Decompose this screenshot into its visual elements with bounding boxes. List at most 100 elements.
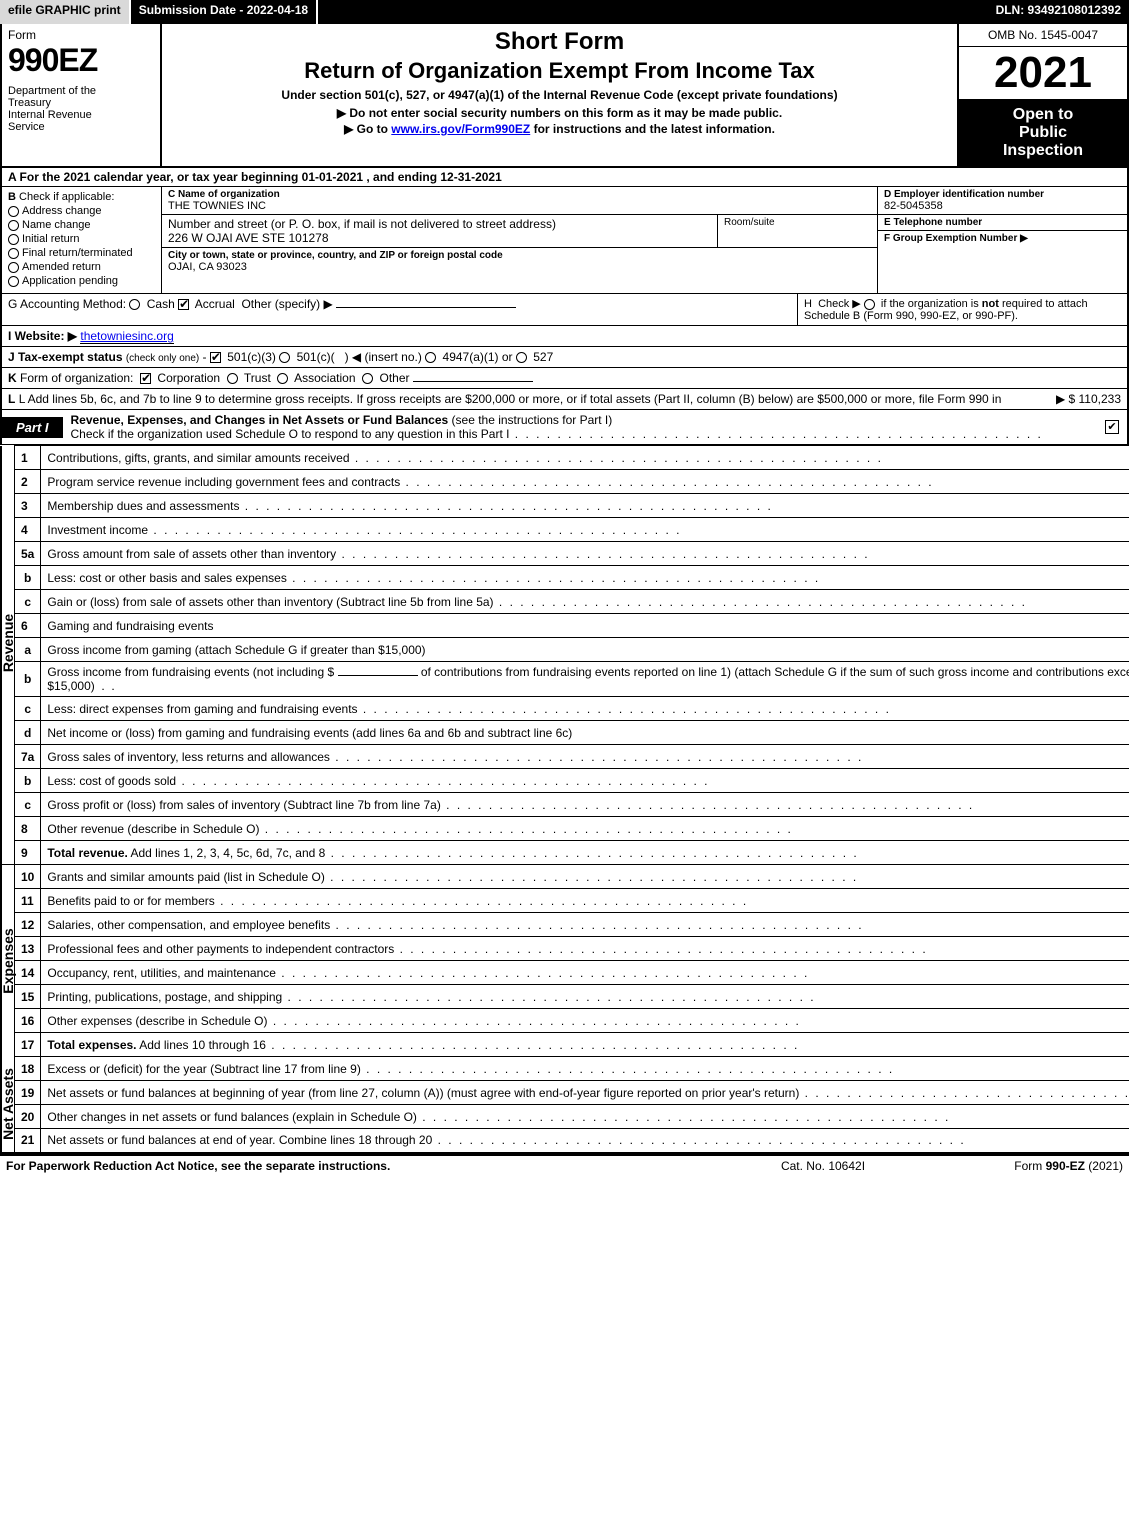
corp-checkbox[interactable] [140, 373, 151, 384]
entity-block: B Check if applicable: Address change Na… [0, 187, 1129, 294]
4947-checkbox[interactable] [425, 352, 436, 363]
line-20-desc: Other changes in net assets or fund bala… [41, 1105, 1129, 1129]
part1-schedule-o-checkbox[interactable]: ✔ [1105, 420, 1119, 434]
opt-address-change[interactable]: Address change [8, 205, 155, 217]
line-6d: d Net income or (loss) from gaming and f… [1, 721, 1129, 745]
part1-title: Revenue, Expenses, and Changes in Net As… [63, 410, 1101, 444]
irs-link[interactable]: www.irs.gov/Form990EZ [391, 122, 530, 136]
header-left: Form 990EZ Department of theTreasuryInte… [2, 24, 162, 166]
line-7c: c Gross profit or (loss) from sales of i… [1, 793, 1129, 817]
line-1: Revenue 1 Contributions, gifts, grants, … [1, 446, 1129, 470]
line-6a-num: a [15, 638, 41, 662]
line-17: 17 Total expenses. Add lines 10 through … [1, 1033, 1129, 1057]
line-6d-desc: Net income or (loss) from gaming and fun… [41, 721, 1129, 745]
line-8-desc: Other revenue (describe in Schedule O) [41, 817, 1129, 841]
row-l-amount: ▶ $ 110,233 [1001, 392, 1121, 406]
line-6a: a Gross income from gaming (attach Sched… [1, 638, 1129, 662]
assoc-checkbox[interactable] [277, 373, 288, 384]
instr-no-ssn: ▶ Do not enter social security numbers o… [168, 106, 951, 120]
box-b-label: B [8, 191, 16, 203]
opt-application-pending[interactable]: Application pending [8, 275, 155, 287]
department: Department of theTreasuryInternal Revenu… [8, 85, 154, 133]
line-6: 6 Gaming and fundraising events [1, 614, 1129, 638]
box-b: B Check if applicable: Address change Na… [2, 187, 162, 293]
line-1-num: 1 [15, 446, 41, 470]
line-8-num: 8 [15, 817, 41, 841]
other-org-line[interactable] [413, 381, 533, 382]
opt-initial-return[interactable]: Initial return [8, 233, 155, 245]
instr-goto-pre: ▶ Go to [344, 122, 391, 136]
line-19: 19 Net assets or fund balances at beginn… [1, 1081, 1129, 1105]
website-link[interactable]: thetowniesinc.org [80, 329, 173, 344]
return-title: Return of Organization Exempt From Incom… [168, 58, 951, 84]
501c3-checkbox[interactable] [210, 352, 221, 363]
line-5b-desc: Less: cost or other basis and sales expe… [41, 566, 1129, 590]
row-l: L L Add lines 5b, 6c, and 7b to line 9 t… [0, 389, 1129, 410]
room-cell: Room/suite [717, 215, 877, 247]
line-18-num: 18 [15, 1057, 41, 1081]
header-center: Short Form Return of Organization Exempt… [162, 24, 957, 166]
form-header: Form 990EZ Department of theTreasuryInte… [0, 24, 1129, 168]
line-14-desc: Occupancy, rent, utilities, and maintena… [41, 961, 1129, 985]
row-i: I Website: ▶ thetowniesinc.org [0, 326, 1129, 347]
cash-checkbox[interactable] [129, 299, 140, 310]
527-checkbox[interactable] [516, 352, 527, 363]
line-3-desc: Membership dues and assessments [41, 494, 1129, 518]
org-name-value: THE TOWNIES INC [168, 200, 871, 212]
line-6a-desc: Gross income from gaming (attach Schedul… [41, 638, 1129, 662]
efile-print[interactable]: efile GRAPHIC print [0, 0, 131, 24]
line-6c-num: c [15, 697, 41, 721]
opt-final-return-label: Final return/terminated [22, 247, 133, 259]
line-21-desc: Net assets or fund balances at end of ye… [41, 1129, 1129, 1153]
vlabel-expenses: Expenses [1, 865, 15, 1057]
open-to-public: Open toPublicInspection [959, 100, 1127, 166]
opt-amended-return[interactable]: Amended return [8, 261, 155, 273]
line-5a-num: 5a [15, 542, 41, 566]
vlabel-expenses-text: Expenses [0, 928, 16, 993]
other-org-checkbox[interactable] [362, 373, 373, 384]
box-def: D Employer identification number 82-5045… [877, 187, 1127, 293]
form-code: 990EZ [8, 42, 154, 79]
line-7a: 7a Gross sales of inventory, less return… [1, 745, 1129, 769]
row-h: H Check ▶ if the organization is not req… [797, 294, 1127, 325]
gh-row: G Accounting Method: Cash Accrual Other … [0, 294, 1129, 326]
opt-name-change[interactable]: Name change [8, 219, 155, 231]
tax-year: 2021 [959, 47, 1127, 100]
opt-final-return[interactable]: Final return/terminated [8, 247, 155, 259]
line-5a: 5a Gross amount from sale of assets othe… [1, 542, 1129, 566]
short-form-title: Short Form [168, 28, 951, 56]
line-6-num: 6 [15, 614, 41, 638]
ein-cell: D Employer identification number 82-5045… [878, 187, 1127, 215]
footer-left: For Paperwork Reduction Act Notice, see … [6, 1159, 723, 1173]
opt-address-change-label: Address change [22, 205, 102, 217]
line-6d-num: d [15, 721, 41, 745]
org-name-cell: C Name of organization THE TOWNIES INC [162, 187, 877, 215]
footer-right-pre: Form [1014, 1159, 1045, 1173]
line-20-num: 20 [15, 1105, 41, 1129]
city-cell: City or town, state or province, country… [162, 248, 877, 275]
line-5b-num: b [15, 566, 41, 590]
line-5a-desc: Gross amount from sale of assets other t… [41, 542, 1129, 566]
footer-right-post: (2021) [1085, 1159, 1123, 1173]
line-18-desc: Excess or (deficit) for the year (Subtra… [41, 1057, 1129, 1081]
line-6b-blank[interactable] [338, 675, 418, 676]
subtitle: Under section 501(c), 527, or 4947(a)(1)… [168, 88, 951, 102]
line-9-desc: Total revenue. Add lines 1, 2, 3, 4, 5c,… [41, 841, 1129, 865]
city-value: OJAI, CA 93023 [168, 261, 871, 273]
line-13: 13 Professional fees and other payments … [1, 937, 1129, 961]
line-3-num: 3 [15, 494, 41, 518]
accrual-checkbox[interactable] [178, 299, 189, 310]
line-19-desc: Net assets or fund balances at beginning… [41, 1081, 1129, 1105]
line-5c: c Gain or (loss) from sale of assets oth… [1, 590, 1129, 614]
line-14: 14 Occupancy, rent, utilities, and maint… [1, 961, 1129, 985]
line-11-desc: Benefits paid to or for members [41, 889, 1129, 913]
501c-checkbox[interactable] [279, 352, 290, 363]
line-4: 4 Investment income 4 [1, 518, 1129, 542]
line-21: 21 Net assets or fund balances at end of… [1, 1129, 1129, 1153]
trust-checkbox[interactable] [227, 373, 238, 384]
line-2-num: 2 [15, 470, 41, 494]
other-specify-line[interactable] [336, 307, 516, 308]
line-13-desc: Professional fees and other payments to … [41, 937, 1129, 961]
line-7b-num: b [15, 769, 41, 793]
schedule-b-checkbox[interactable] [864, 299, 875, 310]
